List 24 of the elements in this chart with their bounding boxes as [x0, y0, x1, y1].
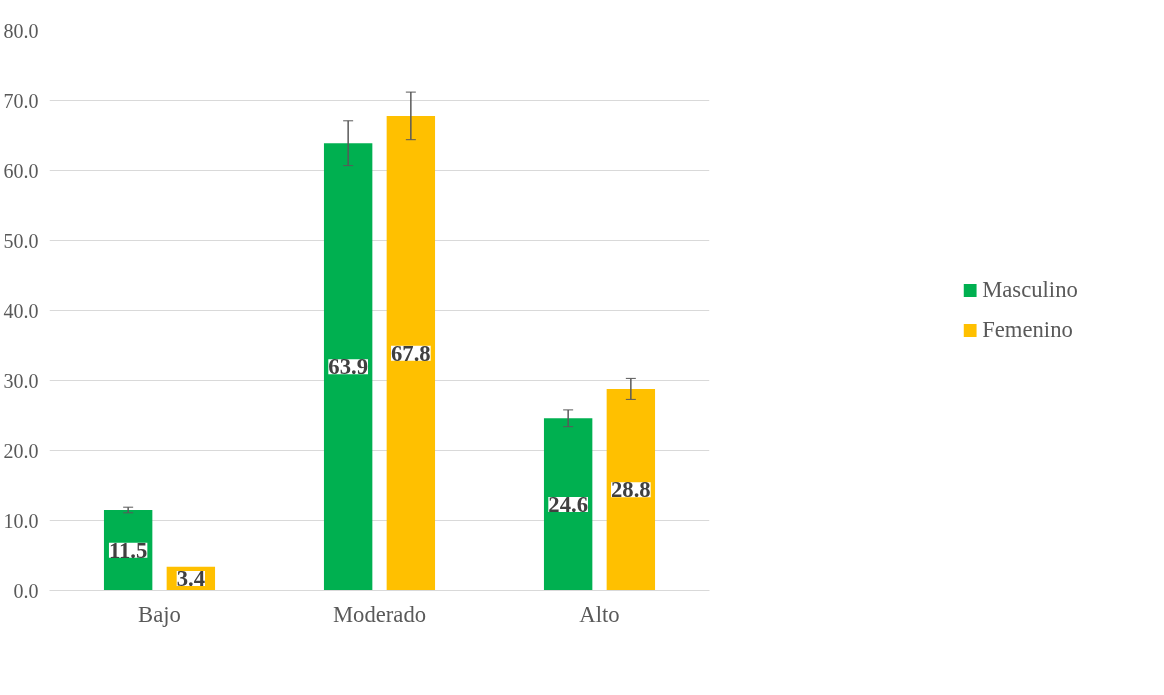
- legend-label: Femenino: [982, 317, 1073, 343]
- data-label: 3.4: [176, 566, 206, 592]
- y-tick-label: 50.0: [3, 229, 39, 252]
- y-tick-label: 80.0: [3, 19, 39, 42]
- data-label: 63.9: [328, 354, 368, 380]
- y-tick-label: 30.0: [3, 369, 39, 392]
- y-tick-label: 40.0: [3, 299, 39, 322]
- x-tick-label: Moderado: [332, 601, 427, 627]
- bar: [386, 115, 436, 591]
- legend-label: Masculino: [982, 277, 1078, 303]
- data-label: 67.8: [391, 340, 431, 366]
- data-label: 28.8: [611, 477, 651, 503]
- bar: [323, 143, 373, 591]
- y-tick-label: 10.0: [3, 509, 39, 532]
- data-label: 24.6: [548, 491, 588, 517]
- x-tick-label: Bajo: [138, 601, 181, 627]
- data-label: 11.5: [108, 537, 148, 563]
- y-tick-label: 70.0: [3, 89, 39, 112]
- bar: [606, 388, 656, 591]
- y-tick-label: 20.0: [3, 439, 39, 462]
- x-tick-label: Alto: [579, 601, 620, 627]
- y-tick-label: 60.0: [3, 159, 39, 182]
- y-tick-label: 0.0: [13, 579, 39, 602]
- bar: [543, 418, 593, 591]
